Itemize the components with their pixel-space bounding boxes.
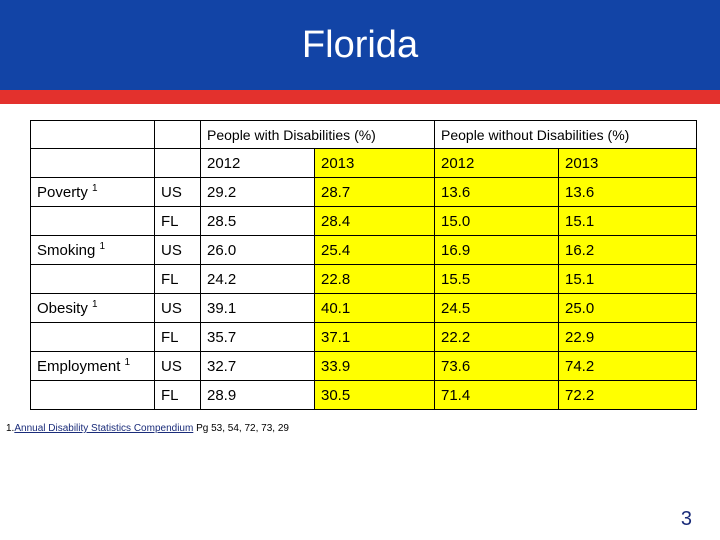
region-cell: FL <box>154 264 201 294</box>
banner-stripe <box>0 90 720 104</box>
value-cell: 25.4 <box>314 235 435 265</box>
category-cell-empty <box>30 264 155 294</box>
page-number: 3 <box>680 508 692 530</box>
value-cell: 28.7 <box>314 177 435 207</box>
table-row: FL 35.7 37.1 22.2 22.9 <box>30 322 697 352</box>
group-header-row: People with Disabilities (%) People with… <box>30 120 697 149</box>
value-cell: 30.5 <box>314 380 435 410</box>
value-cell: 28.5 <box>200 206 315 236</box>
value-cell: 71.4 <box>434 380 559 410</box>
footnote-ref: 1 <box>92 298 98 310</box>
value-cell: 40.1 <box>314 293 435 323</box>
value-cell: 16.9 <box>434 235 559 265</box>
empty-header-cell <box>30 120 155 149</box>
value-cell: 24.5 <box>434 293 559 323</box>
footnote-ref: 1 <box>99 240 106 252</box>
category-obesity: Obesity 1 <box>30 293 155 323</box>
value-cell: 13.6 <box>434 177 559 207</box>
group-header-with-disabilities: People with Disabilities (%) <box>200 120 435 149</box>
table-row: FL 24.2 22.8 15.5 15.1 <box>30 264 697 294</box>
empty-header-cell <box>154 148 201 178</box>
category-cell-empty <box>30 322 155 352</box>
value-cell: 25.0 <box>558 293 697 323</box>
value-cell: 15.5 <box>434 264 559 294</box>
table-row: Employment 1 US 32.7 33.9 73.6 74.2 <box>30 351 697 381</box>
footnote: 1.Annual Disability Statistics Compendiu… <box>6 423 289 434</box>
table-row: FL 28.9 30.5 71.4 72.2 <box>30 380 697 410</box>
value-cell: 15.1 <box>558 264 697 294</box>
group-header-without-disabilities: People without Disabilities (%) <box>434 120 697 149</box>
region-cell: US <box>154 235 201 265</box>
category-label: Obesity <box>37 299 88 317</box>
region-cell: FL <box>154 380 201 410</box>
value-cell: 28.4 <box>314 206 435 236</box>
category-label: Poverty <box>37 183 88 201</box>
value-cell: 15.1 <box>558 206 697 236</box>
empty-header-cell <box>154 120 201 149</box>
region-cell: FL <box>154 322 201 352</box>
category-employment: Employment 1 <box>30 351 155 381</box>
slide-title: Florida <box>301 24 419 66</box>
table-row: Obesity 1 US 39.1 40.1 24.5 25.0 <box>30 293 697 323</box>
value-cell: 32.7 <box>200 351 315 381</box>
year-header: 2012 <box>200 148 315 178</box>
year-header: 2013 <box>314 148 435 178</box>
value-cell: 37.1 <box>314 322 435 352</box>
value-cell: 22.2 <box>434 322 559 352</box>
value-cell: 74.2 <box>558 351 697 381</box>
table-row: Poverty 1 US 29.2 28.7 13.6 13.6 <box>30 177 697 207</box>
value-cell: 24.2 <box>200 264 315 294</box>
table-row: Smoking 1 US 26.0 25.4 16.9 16.2 <box>30 235 697 265</box>
empty-header-cell <box>30 148 155 178</box>
value-cell: 16.2 <box>558 235 697 265</box>
value-cell: 13.6 <box>558 177 697 207</box>
title-banner <box>0 0 720 90</box>
year-header-row: 2012 2013 2012 2013 <box>30 148 697 178</box>
value-cell: 39.1 <box>200 293 315 323</box>
category-poverty: Poverty 1 <box>30 177 155 207</box>
category-cell-empty <box>30 380 155 410</box>
value-cell: 28.9 <box>200 380 315 410</box>
value-cell: 22.9 <box>558 322 697 352</box>
footnote-pages: Pg 53, 54, 72, 73, 29 <box>193 423 289 434</box>
footnote-ref: 1 <box>92 182 98 194</box>
value-cell: 29.2 <box>200 177 315 207</box>
region-cell: US <box>154 293 201 323</box>
year-header: 2013 <box>558 148 697 178</box>
category-cell-empty <box>30 206 155 236</box>
value-cell: 15.0 <box>434 206 559 236</box>
category-smoking: Smoking 1 <box>30 235 155 265</box>
footnote-number: 1. <box>6 423 15 434</box>
category-label: Smoking <box>37 241 96 259</box>
value-cell: 73.6 <box>434 351 559 381</box>
value-cell: 22.8 <box>314 264 435 294</box>
year-header: 2012 <box>434 148 559 178</box>
value-cell: 33.9 <box>314 351 435 381</box>
category-label: Employment <box>37 357 121 375</box>
region-cell: US <box>154 177 201 207</box>
disability-statistics-table: People with Disabilities (%) People with… <box>30 120 697 410</box>
footnote-ref: 1 <box>124 356 131 368</box>
table-row: FL 28.5 28.4 15.0 15.1 <box>30 206 697 236</box>
value-cell: 26.0 <box>200 235 315 265</box>
value-cell: 72.2 <box>558 380 697 410</box>
compendium-link[interactable]: Annual Disability Statistics Compendium <box>14 423 194 434</box>
region-cell: FL <box>154 206 201 236</box>
region-cell: US <box>154 351 201 381</box>
value-cell: 35.7 <box>200 322 315 352</box>
